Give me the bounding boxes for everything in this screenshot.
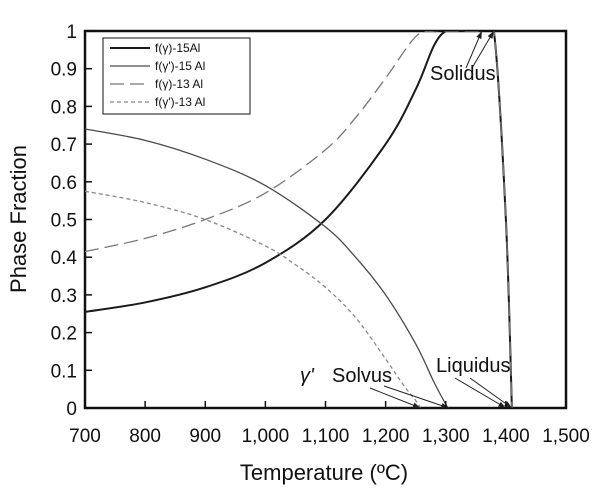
- solidus-annotation: Solidus: [430, 63, 496, 85]
- solvus-annotation: γ' Solvus: [300, 365, 392, 387]
- x-tick-label: 1,100: [302, 426, 350, 447]
- x-axis-label: Temperature (ºC): [240, 460, 408, 485]
- x-tick-label: 800: [129, 426, 161, 447]
- annotation-solvus-symbol: γ': [300, 365, 315, 387]
- solvus-arrow-2: [383, 385, 449, 409]
- y-tick-label: 0.3: [51, 286, 77, 307]
- liquidus-annotation: Liquidus: [436, 355, 511, 377]
- y-axis-label: Phase Fraction: [6, 145, 31, 293]
- legend-label-2: f(γ')-15 Al: [155, 59, 205, 73]
- series-line-3: [85, 31, 513, 408]
- legend-box: [102, 37, 251, 115]
- solidus-arrow-1-head: [476, 31, 482, 39]
- y-tick-label: 0.6: [51, 173, 77, 194]
- annotation-solidus: Solidus: [430, 63, 496, 85]
- legend-label-1: f(γ)-15Al: [155, 41, 200, 55]
- solvus-arrow-1: [369, 387, 421, 409]
- x-tick-label: 1,300: [422, 426, 470, 447]
- y-tick-label: 0.8: [51, 97, 77, 118]
- series-line-2: [85, 128, 450, 408]
- y-tick-label: 0.4: [51, 248, 78, 269]
- annotation-liquidus: Liquidus: [436, 355, 511, 377]
- y-tick-label: 0.1: [51, 361, 77, 382]
- y-tick-label: 1: [66, 22, 77, 43]
- solidus-arrow-2-head: [487, 31, 494, 39]
- solvus-arrow-2-head: [440, 402, 449, 409]
- liquidus-arrow-2: [469, 377, 513, 409]
- x-tick-label: 1,200: [362, 426, 410, 447]
- x-tick-label: 900: [189, 426, 221, 447]
- y-axis: 0 0.1 0.2 0.3 0.4 0.5 0.6 0.7 0.8 0.9 1: [51, 22, 92, 420]
- y-tick-label: 0.5: [51, 211, 77, 232]
- liquidus-arrow-1: [454, 377, 507, 409]
- solvus-arrow-1-head: [412, 402, 421, 408]
- legend-label-3: f(γ)-13 Al: [155, 77, 203, 91]
- series-line-4: [85, 190, 422, 408]
- y-tick-label: 0.2: [51, 324, 77, 345]
- annotation-solvus: Solvus: [332, 365, 392, 387]
- y-tick-label: 0.7: [51, 135, 77, 156]
- liquidus-arrow-1-head: [498, 401, 506, 408]
- x-tick-label: 1,000: [242, 426, 290, 447]
- y-tick-label: 0.9: [51, 60, 77, 81]
- legend: f(γ)-15Al f(γ')-15 Al f(γ)-13 Al f(γ')-13 A…: [102, 37, 251, 115]
- x-tick-label: 1,400: [482, 426, 530, 447]
- x-tick-label: 1,500: [542, 426, 590, 447]
- x-axis: 700 800 900 1,000 1,100 1,200 1,300 1,400 1,500: [69, 401, 590, 447]
- series-layer: [85, 31, 513, 408]
- annotation-arrows: [369, 30, 513, 409]
- y-tick-label: 0: [66, 399, 77, 420]
- x-tick-label: 700: [69, 426, 101, 447]
- legend-label-4: f(γ')-13 Al: [155, 95, 205, 109]
